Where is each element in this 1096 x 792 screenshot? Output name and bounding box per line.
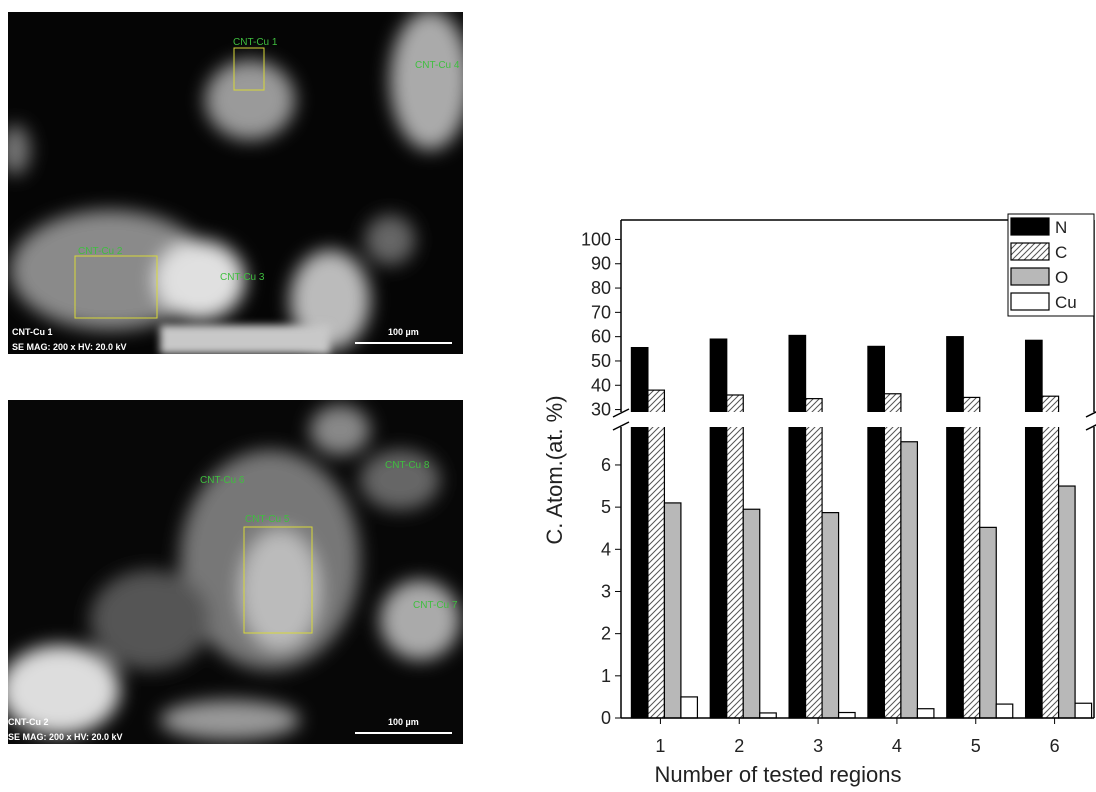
legend-label: O — [1055, 268, 1068, 287]
y-tick-label: 6 — [601, 455, 611, 475]
bar — [979, 526, 997, 719]
bar — [759, 712, 777, 719]
annotation: CNT-Cu 5 — [245, 514, 290, 525]
scale-label: 100 µm — [388, 717, 419, 727]
x-tick-label: 4 — [892, 736, 902, 756]
sample-label: CNT-Cu 2 — [8, 717, 49, 727]
legend-swatch — [1010, 267, 1050, 286]
axis-break — [612, 408, 630, 418]
axis-break — [1085, 424, 1096, 431]
x-tick-label: 2 — [734, 736, 744, 756]
y-tick-label: 100 — [581, 229, 611, 249]
bar — [1024, 339, 1043, 719]
legend-swatch — [1010, 242, 1050, 261]
bar — [788, 334, 807, 719]
x-tick-label: 6 — [1050, 736, 1060, 756]
annotation: CNT-Cu 7 — [413, 600, 458, 611]
annotation: CNT-Cu 3 — [220, 272, 265, 283]
y-tick-label: 1 — [601, 666, 611, 686]
y-tick-label: 2 — [601, 624, 611, 644]
bar — [1057, 485, 1076, 719]
annotation: CNT-Cu 2 — [78, 246, 123, 257]
bar — [804, 398, 823, 719]
bar — [1074, 702, 1093, 719]
legend-label: Cu — [1055, 293, 1077, 312]
y-tick-label: 50 — [591, 351, 611, 371]
axis-break — [612, 421, 630, 431]
bar — [883, 393, 902, 719]
bar — [916, 708, 935, 719]
annotation: CNT-Cu 4 — [415, 60, 460, 71]
axis-break-gap — [609, 412, 1096, 427]
y-tick-label: 5 — [601, 497, 611, 517]
y-tick-label: 80 — [591, 278, 611, 298]
y-tick-label: 4 — [601, 539, 611, 559]
y-tick-label: 70 — [591, 302, 611, 322]
y-tick-label: 60 — [591, 327, 611, 347]
bar — [946, 336, 964, 719]
x-axis-label: Number of tested regions — [654, 762, 901, 787]
bar — [867, 345, 886, 719]
legend-label: N — [1055, 218, 1067, 237]
annotation: CNT-Cu 1 — [233, 37, 278, 48]
y-tick-label: 90 — [591, 254, 611, 274]
legend-swatch — [1010, 217, 1050, 236]
info-label: SE MAG: 200 x HV: 20.0 kV — [12, 342, 127, 352]
bar — [726, 394, 744, 719]
bar — [709, 338, 728, 719]
sample-label: CNT-Cu 1 — [12, 327, 53, 337]
x-tick-label: 1 — [655, 736, 665, 756]
y-tick-label: 40 — [591, 375, 611, 395]
bar — [995, 703, 1014, 719]
bar — [647, 389, 666, 719]
bar — [900, 441, 919, 719]
bar — [1041, 395, 1060, 719]
bar — [837, 711, 856, 719]
sem-image — [8, 12, 463, 354]
bar — [630, 346, 649, 719]
axis-break — [1085, 411, 1096, 418]
y-tick-label: 3 — [601, 581, 611, 601]
info-label: SE MAG: 200 x HV: 20.0 kV — [8, 732, 123, 742]
bar — [742, 508, 761, 719]
y-tick-label: 30 — [591, 400, 611, 420]
annotation: CNT-Cu 8 — [385, 460, 430, 471]
annotation: CNT-Cu 6 — [200, 475, 245, 486]
bar — [821, 512, 840, 719]
scale-label: 100 µm — [388, 327, 419, 337]
legend-swatch — [1010, 292, 1050, 311]
bar — [663, 502, 682, 719]
sem-image — [8, 400, 463, 744]
x-tick-label: 5 — [971, 736, 981, 756]
legend-label: C — [1055, 243, 1067, 262]
y-axis-label: C. Atom.(at. %) — [542, 395, 567, 544]
x-tick-label: 3 — [813, 736, 823, 756]
bar — [680, 696, 699, 719]
y-tick-label: 0 — [601, 708, 611, 728]
bar — [962, 396, 981, 719]
